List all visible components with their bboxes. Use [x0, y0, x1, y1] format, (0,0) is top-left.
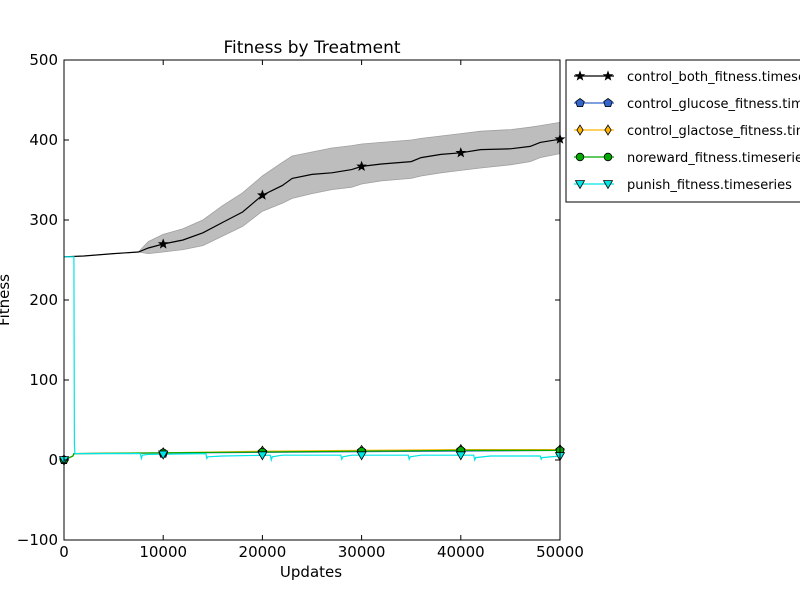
y-tick-label: 300: [29, 211, 58, 229]
legend-marker-left: [574, 180, 586, 190]
x-tick-label: 10000: [139, 543, 187, 561]
data-point-series-4-2: [257, 451, 268, 461]
y-axis-label: Fitness: [0, 274, 13, 326]
legend-marker-left: [574, 70, 586, 81]
chart-title: Fitness by Treatment: [223, 38, 400, 58]
y-tick-label: 0: [48, 451, 58, 469]
series-markers: [58, 133, 566, 466]
legend-entry-1: control_glucose_fitness.timeseries: [574, 97, 800, 112]
legend-marker-right: [602, 180, 614, 190]
legend-marker-right: [602, 70, 614, 81]
legend-label: punish_fitness.timeseries: [627, 178, 792, 193]
legend: control_both_fitness.timeseries control_g…: [565, 59, 800, 203]
legend-marker-left: [575, 98, 585, 108]
y-tick-label: 400: [29, 131, 58, 149]
x-tick-label: 20000: [239, 543, 287, 561]
legend-entry-3: noreward_fitness.timeseries: [574, 151, 800, 166]
x-tick-label: 50000: [536, 543, 584, 561]
plot-area: [58, 121, 566, 466]
legend-label: control_glucose_fitness.timeseries: [627, 97, 800, 112]
x-tick-label: 30000: [338, 543, 386, 561]
y-tick-label: 100: [29, 371, 58, 389]
x-axis-label: Updates: [280, 563, 342, 581]
x-tick-label: 0: [59, 543, 69, 561]
y-tick-label: 200: [29, 291, 58, 309]
data-point-series-0-1: [257, 189, 268, 200]
data-point-series-4-1: [158, 450, 169, 460]
legend-marker-right: [604, 124, 612, 136]
legend-label: noreward_fitness.timeseries: [627, 151, 800, 166]
y-tick-label: −100: [17, 531, 58, 549]
x-tick-label: 40000: [437, 543, 485, 561]
legend-marker-right: [603, 152, 613, 162]
plot-series-group: [64, 121, 560, 463]
legend-entry-0: control_both_fitness.timeseries: [574, 70, 800, 85]
legend-marker-left: [575, 152, 585, 162]
legend-marker-right: [603, 98, 613, 108]
series-line-3: [64, 449, 560, 461]
legend-label: control_glactose_fitness.timeseries: [627, 124, 800, 139]
legend-entry-4: punish_fitness.timeseries: [574, 178, 792, 193]
axis-ticks: 0 10000 20000 30000 40000 50000−1000100200300…: [17, 51, 584, 561]
y-tick-label: 500: [29, 51, 58, 69]
legend-marker-left: [576, 124, 584, 136]
confidence-band-series-0: [64, 121, 560, 258]
legend-label: control_both_fitness.timeseries: [627, 70, 800, 85]
series-line-0: [64, 138, 560, 258]
legend-frame: [565, 59, 800, 203]
data-point-series-0-2: [356, 160, 367, 171]
data-point-series-0-0: [157, 238, 169, 249]
data-point-series-4-3: [356, 451, 367, 461]
data-point-series-0-3: [455, 147, 467, 158]
series-line-4: [64, 256, 560, 463]
data-point-series-4-4: [455, 451, 466, 461]
legend-entry-2: control_glactose_fitness.timeseries: [574, 124, 800, 139]
